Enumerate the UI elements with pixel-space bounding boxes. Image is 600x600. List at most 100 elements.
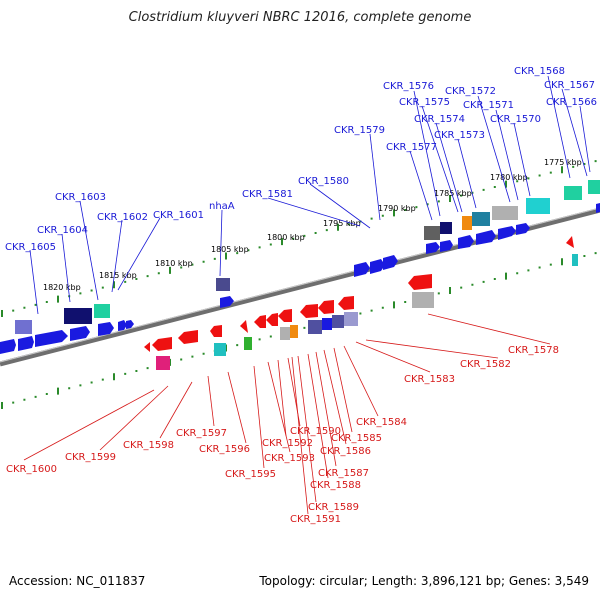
gene-arrow[interactable] bbox=[354, 262, 370, 277]
gene-label[interactable]: CKR_1572 bbox=[445, 86, 496, 97]
gene-label[interactable]: CKR_1577 bbox=[386, 142, 437, 153]
gene-label[interactable]: CKR_1600 bbox=[6, 464, 57, 475]
gene-label[interactable]: CKR_1570 bbox=[490, 114, 541, 125]
gene-arrow[interactable] bbox=[152, 337, 172, 351]
minor-tick bbox=[146, 275, 149, 278]
gene-label[interactable]: CKR_1571 bbox=[463, 100, 514, 111]
gene-arrow[interactable] bbox=[240, 320, 248, 333]
gene-box[interactable] bbox=[588, 180, 600, 194]
gene-box[interactable] bbox=[424, 226, 440, 240]
gene-label[interactable]: CKR_1599 bbox=[65, 452, 116, 463]
minor-tick bbox=[303, 326, 306, 329]
gene-box[interactable] bbox=[572, 254, 578, 266]
gene-arrow[interactable] bbox=[266, 313, 278, 326]
gene-box[interactable] bbox=[308, 320, 322, 334]
gene-box[interactable] bbox=[216, 278, 230, 291]
gene-box[interactable] bbox=[332, 315, 344, 328]
minor-tick bbox=[314, 231, 317, 234]
gene-label[interactable]: CKR_1595 bbox=[225, 469, 276, 480]
gene-arrow[interactable] bbox=[178, 330, 198, 344]
gene-box[interactable] bbox=[15, 320, 32, 334]
gene-box[interactable] bbox=[440, 222, 452, 234]
gene-arrow[interactable] bbox=[338, 296, 354, 310]
gene-label[interactable]: CKR_1596 bbox=[199, 444, 250, 455]
gene-arrow[interactable] bbox=[278, 309, 292, 322]
gene-arrow[interactable] bbox=[300, 304, 318, 318]
gene-label[interactable]: CKR_1588 bbox=[310, 480, 361, 491]
gene-label[interactable]: CKR_1580 bbox=[298, 176, 349, 187]
gene-label[interactable]: CKR_1583 bbox=[404, 374, 455, 385]
gene-label[interactable]: CKR_1575 bbox=[399, 97, 450, 108]
gene-box[interactable] bbox=[64, 308, 92, 324]
gene-label[interactable]: CKR_1590 bbox=[290, 426, 341, 437]
gene-arrow[interactable] bbox=[98, 322, 114, 336]
gene-label[interactable]: CKR_1598 bbox=[123, 440, 174, 451]
gene-box[interactable] bbox=[526, 198, 550, 214]
gene-arrow[interactable] bbox=[254, 315, 266, 328]
gene-arrow[interactable] bbox=[126, 320, 134, 329]
gene-label[interactable]: CKR_1592 bbox=[262, 438, 313, 449]
gene-box[interactable] bbox=[280, 327, 290, 340]
gene-box[interactable] bbox=[244, 337, 252, 350]
gene-label[interactable]: CKR_1591 bbox=[290, 514, 341, 525]
gene-arrow[interactable] bbox=[426, 242, 440, 254]
gene-label[interactable]: CKR_1576 bbox=[383, 81, 434, 92]
minor-tick bbox=[460, 286, 463, 289]
gene-arrow[interactable] bbox=[210, 325, 222, 337]
gene-label[interactable]: CKR_1604 bbox=[37, 225, 88, 236]
gene-arrow[interactable] bbox=[566, 236, 574, 248]
gene-label[interactable]: CKR_1574 bbox=[414, 114, 465, 125]
gene-arrow[interactable] bbox=[370, 259, 385, 274]
gene-label[interactable]: CKR_1601 bbox=[153, 210, 204, 221]
gene-box[interactable] bbox=[214, 343, 226, 356]
gene-label[interactable]: CKR_1586 bbox=[320, 446, 371, 457]
gene-label[interactable]: CKR_1597 bbox=[176, 428, 227, 439]
gene-label[interactable]: CKR_1584 bbox=[356, 417, 407, 428]
gene-label[interactable]: CKR_1581 bbox=[242, 189, 293, 200]
gene-box[interactable] bbox=[156, 356, 170, 370]
gene-box[interactable] bbox=[564, 186, 582, 200]
gene-label[interactable]: CKR_1589 bbox=[308, 502, 359, 513]
gene-label[interactable]: CKR_1605 bbox=[5, 242, 56, 253]
gene-arrow[interactable] bbox=[318, 300, 334, 314]
minor-tick bbox=[23, 398, 26, 401]
gene-arrow[interactable] bbox=[596, 203, 600, 213]
gene-label[interactable]: CKR_1568 bbox=[514, 66, 565, 77]
gene-box[interactable] bbox=[472, 212, 490, 226]
gene-label[interactable]: CKR_1587 bbox=[318, 468, 369, 479]
gene-label[interactable]: CKR_1579 bbox=[334, 125, 385, 136]
gene-arrow[interactable] bbox=[35, 330, 68, 347]
gene-arrow[interactable] bbox=[383, 255, 398, 270]
gene-label[interactable]: CKR_1578 bbox=[508, 345, 559, 356]
gene-arrow[interactable] bbox=[440, 240, 453, 252]
gene-arrow[interactable] bbox=[458, 235, 474, 249]
kbp-label: 1775 kbp bbox=[544, 158, 582, 167]
gene-box[interactable] bbox=[290, 325, 298, 338]
gene-label[interactable]: CKR_1602 bbox=[97, 212, 148, 223]
gene-arrow[interactable] bbox=[70, 326, 90, 341]
gene-arrow[interactable] bbox=[408, 274, 432, 290]
gene-label[interactable]: CKR_1593 bbox=[264, 453, 315, 464]
gene-arrow[interactable] bbox=[476, 230, 496, 245]
gene-box[interactable] bbox=[492, 206, 518, 220]
gene-box[interactable] bbox=[412, 292, 434, 308]
gene-box[interactable] bbox=[344, 312, 358, 326]
gene-arrow[interactable] bbox=[144, 342, 150, 352]
gene-arrow[interactable] bbox=[516, 223, 530, 235]
gene-arrow[interactable] bbox=[498, 226, 516, 240]
gene-label[interactable]: CKR_1603 bbox=[55, 192, 106, 203]
gene-box[interactable] bbox=[462, 216, 472, 230]
gene-arrow[interactable] bbox=[18, 336, 34, 351]
gene-box[interactable] bbox=[322, 318, 332, 330]
gene-arrow[interactable] bbox=[118, 320, 127, 331]
gene-arrow[interactable] bbox=[0, 339, 16, 354]
gene-label[interactable]: nhaA bbox=[209, 201, 235, 212]
gene-label[interactable]: CKR_1566 bbox=[546, 97, 597, 108]
gene-box[interactable] bbox=[94, 304, 110, 318]
gene-label[interactable]: CKR_1567 bbox=[544, 80, 595, 91]
gene-arrow[interactable] bbox=[220, 296, 234, 308]
gene-label[interactable]: CKR_1585 bbox=[331, 433, 382, 444]
gene-label[interactable]: CKR_1573 bbox=[434, 130, 485, 141]
minor-tick bbox=[292, 237, 295, 240]
gene-label[interactable]: CKR_1582 bbox=[460, 359, 511, 370]
